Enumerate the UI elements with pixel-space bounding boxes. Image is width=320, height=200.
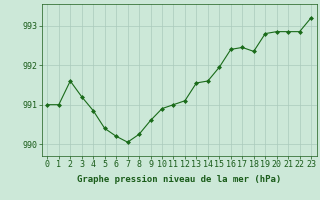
X-axis label: Graphe pression niveau de la mer (hPa): Graphe pression niveau de la mer (hPa) bbox=[77, 175, 281, 184]
